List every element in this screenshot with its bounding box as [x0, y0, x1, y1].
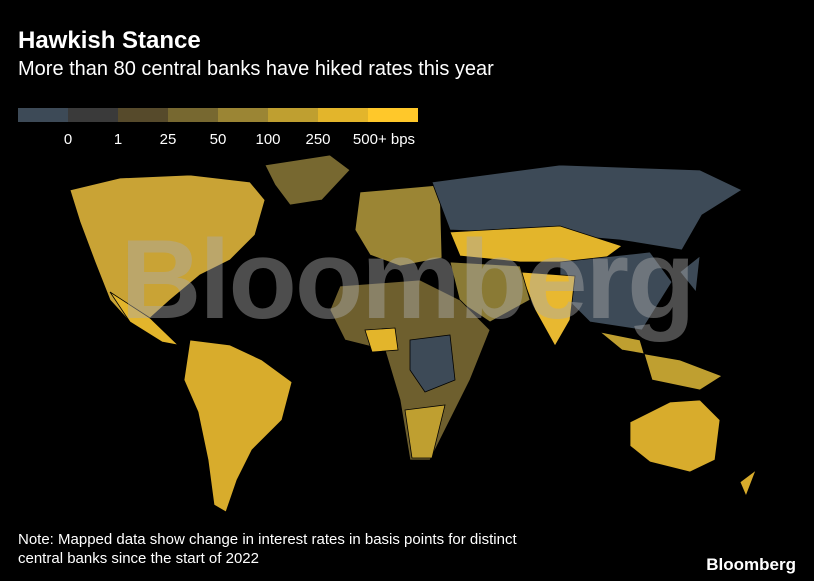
- india: [519, 271, 576, 347]
- legend-swatch: [218, 108, 268, 122]
- legend-label: 100: [255, 131, 280, 148]
- legend-swatch: [118, 108, 168, 122]
- world-map: [69, 154, 757, 513]
- watermark: Bloomberg: [120, 217, 693, 342]
- legend-swatch: [68, 108, 118, 122]
- legend-swatch: [168, 108, 218, 122]
- japan: [679, 255, 701, 294]
- central-america: [109, 291, 180, 346]
- central-africa: [409, 334, 456, 393]
- southern-africa: [404, 404, 446, 459]
- southeast-asia: [599, 331, 723, 391]
- note-line: central banks since the start of 2022: [18, 550, 259, 567]
- legend-swatch: [318, 108, 368, 122]
- subtitle: More than 80 central banks have hiked ra…: [18, 58, 494, 80]
- legend-label: 50: [210, 131, 227, 148]
- legend-label: 500+ bps: [353, 131, 415, 148]
- australia: [629, 399, 721, 473]
- legend-swatch: [18, 108, 68, 122]
- legend-swatch: [368, 108, 418, 122]
- nigeria: [364, 327, 399, 353]
- title: Hawkish Stance: [18, 27, 201, 54]
- legend-label: 1: [114, 131, 122, 148]
- legend-swatch: [268, 108, 318, 122]
- note-line: Note: Mapped data show change in interes…: [18, 531, 517, 548]
- south-america: [183, 339, 293, 513]
- legend-label: 250: [305, 131, 330, 148]
- north-america: [69, 174, 266, 323]
- new-zealand: [739, 468, 757, 498]
- middle-east: [449, 261, 531, 323]
- legend-label: 25: [160, 131, 177, 148]
- source-logo: Bloomberg: [706, 555, 796, 574]
- legend-label: 0: [64, 131, 72, 148]
- legend: 0 1 25 50 100 250 500+ bps: [18, 108, 418, 148]
- greenland: [264, 154, 351, 206]
